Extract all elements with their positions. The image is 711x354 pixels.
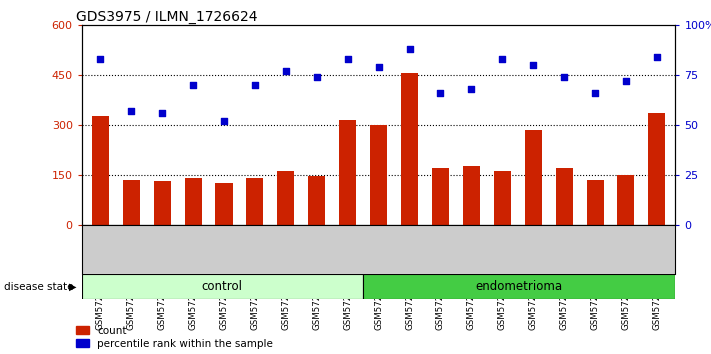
- Point: [589, 90, 601, 96]
- Point: [404, 46, 415, 52]
- Bar: [555, 168, 572, 225]
- Text: endometrioma: endometrioma: [476, 280, 563, 293]
- Bar: [463, 166, 480, 225]
- Point: [620, 78, 631, 84]
- Bar: [215, 183, 232, 225]
- Bar: [123, 180, 140, 225]
- Point: [434, 90, 446, 96]
- Text: ▶: ▶: [69, 282, 77, 292]
- Point: [126, 108, 137, 114]
- Legend: count, percentile rank within the sample: count, percentile rank within the sample: [76, 326, 273, 349]
- Point: [280, 68, 292, 74]
- Bar: [154, 182, 171, 225]
- Point: [342, 56, 353, 62]
- Bar: [277, 171, 294, 225]
- Bar: [247, 178, 264, 225]
- Point: [651, 54, 663, 59]
- Point: [466, 86, 477, 92]
- Text: control: control: [202, 280, 243, 293]
- Bar: [493, 171, 510, 225]
- Bar: [339, 120, 356, 225]
- Point: [156, 110, 168, 116]
- FancyBboxPatch shape: [363, 274, 675, 299]
- Point: [188, 82, 199, 88]
- Point: [496, 56, 508, 62]
- Bar: [525, 131, 542, 225]
- Text: GDS3975 / ILMN_1726624: GDS3975 / ILMN_1726624: [76, 10, 257, 24]
- Point: [373, 64, 384, 70]
- Point: [528, 62, 539, 68]
- Bar: [92, 116, 109, 225]
- Bar: [648, 113, 665, 225]
- Text: disease state: disease state: [4, 282, 73, 292]
- FancyBboxPatch shape: [82, 274, 363, 299]
- Point: [558, 74, 570, 80]
- Bar: [617, 176, 634, 225]
- Point: [311, 74, 323, 80]
- Bar: [309, 176, 325, 225]
- Bar: [401, 73, 418, 225]
- Bar: [185, 178, 202, 225]
- Bar: [370, 125, 387, 225]
- Point: [95, 56, 106, 62]
- Point: [218, 118, 230, 124]
- Bar: [587, 180, 604, 225]
- Point: [250, 82, 261, 88]
- Bar: [432, 168, 449, 225]
